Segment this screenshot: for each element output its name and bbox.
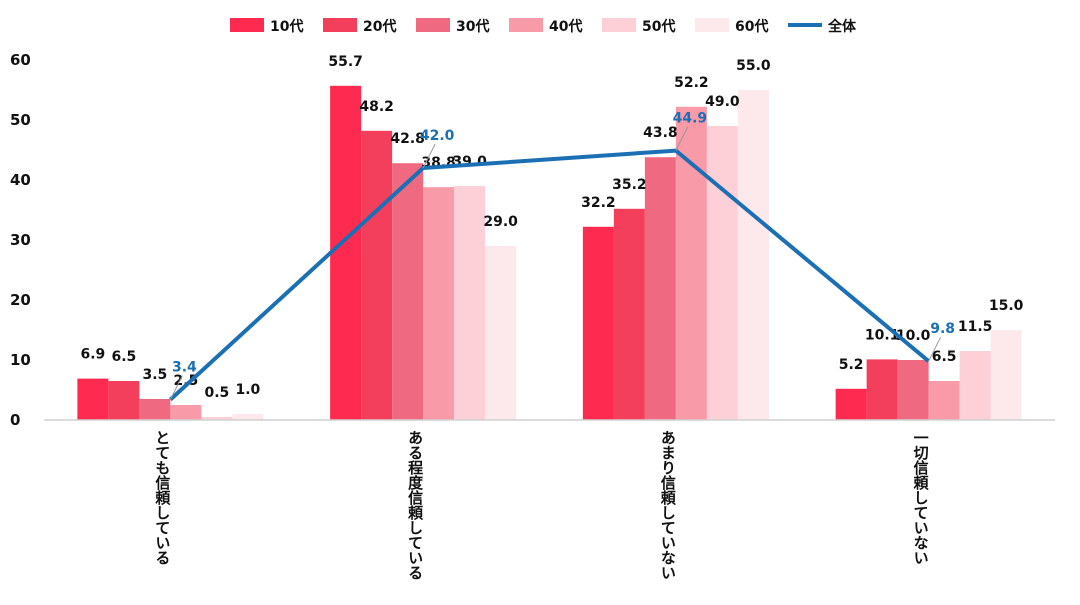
bar xyxy=(485,246,517,420)
bar-value-label: 1.0 xyxy=(235,382,260,398)
bar xyxy=(835,388,867,420)
overall-line-group: 3.4 42.0 44.9 9.8 xyxy=(169,111,955,402)
y-tick-label: 50 xyxy=(10,111,31,129)
bar-value-label: 48.2 xyxy=(359,99,394,115)
overall-label-leader xyxy=(675,126,689,151)
legend-swatch xyxy=(416,18,450,32)
bar xyxy=(423,187,455,420)
bar xyxy=(139,399,171,420)
bar xyxy=(232,414,264,420)
legend-label: 20代 xyxy=(363,18,396,35)
bar xyxy=(330,85,362,421)
legend-swatch xyxy=(323,18,357,32)
bar-labels: 6.9 6.53.5 2.50.5 1.055.748.242.838.839.029… xyxy=(80,54,1023,401)
legend-swatch xyxy=(230,18,264,32)
overall-label-leader xyxy=(928,336,942,362)
bar xyxy=(613,208,645,420)
overall-value-label: 3.4 xyxy=(172,360,197,376)
bar-value-label: 52.2 xyxy=(674,75,709,91)
bars xyxy=(77,85,1022,421)
bar xyxy=(866,359,898,420)
bar-value-label: 6.5 xyxy=(111,349,136,365)
bar-value-label: 6.9 xyxy=(80,347,105,363)
legend-label: 50代 xyxy=(642,18,675,35)
bar xyxy=(170,405,202,420)
bar-value-label: 42.8 xyxy=(390,131,425,147)
category-label: とても信頼している xyxy=(153,430,171,565)
bar xyxy=(582,226,614,420)
bar-value-label: 55.0 xyxy=(736,58,771,74)
y-tick-label: 20 xyxy=(10,291,31,309)
bar-value-label: 15.0 xyxy=(989,298,1024,314)
category-label: ある程度信頼している xyxy=(406,430,424,580)
legend-label: 60代 xyxy=(735,18,768,35)
bar-value-label: 55.7 xyxy=(328,54,363,70)
bar-value-label: 29.0 xyxy=(483,214,518,230)
legend-swatch xyxy=(509,18,543,32)
bar-value-label: 3.5 xyxy=(142,367,167,383)
bar xyxy=(644,157,676,420)
y-axis: 0 10 20 30 40 50 60 xyxy=(10,51,31,429)
x-axis: とても信頼している ある程度信頼している あまり信頼していない 一切信頼していない xyxy=(44,419,1055,580)
bar xyxy=(897,360,929,420)
bar-value-label: 10.1 xyxy=(865,327,900,343)
overall-line xyxy=(169,148,930,402)
bar xyxy=(361,130,393,421)
y-tick-label: 30 xyxy=(10,231,31,249)
bar-value-label: 6.5 xyxy=(932,349,957,365)
category-label: 一切信頼していない xyxy=(912,430,930,565)
overall-value-label: 9.8 xyxy=(930,321,955,337)
bar xyxy=(928,381,960,420)
legend-swatch xyxy=(695,18,729,32)
bar xyxy=(706,126,738,420)
bar xyxy=(201,417,233,420)
category-label: あまり信頼していない xyxy=(659,430,677,580)
bar-value-label: 2.5 xyxy=(173,373,198,389)
bar xyxy=(959,351,991,420)
overall-label-leader xyxy=(169,375,183,400)
bar-value-label: 49.0 xyxy=(705,94,740,110)
overall-value-label: 44.9 xyxy=(673,111,708,127)
bar xyxy=(108,381,140,420)
bar xyxy=(675,106,707,421)
bar xyxy=(454,186,486,420)
legend-label: 40代 xyxy=(549,18,582,35)
y-tick-label: 10 xyxy=(10,351,31,369)
overall-label-leader xyxy=(422,143,436,169)
y-tick-label: 0 xyxy=(10,411,20,429)
legend: 10代 20代 30代 40代 50代 60代 全体 xyxy=(230,18,857,35)
overall-value-label: 42.0 xyxy=(420,128,455,144)
bar xyxy=(737,90,769,420)
bar-value-label: 5.2 xyxy=(839,357,864,373)
legend-label: 10代 xyxy=(270,18,303,35)
bar-value-label: 35.2 xyxy=(612,177,647,193)
bar-value-label: 11.5 xyxy=(958,319,993,335)
bar xyxy=(392,163,424,420)
bar xyxy=(77,378,109,420)
legend-label: 30代 xyxy=(456,18,489,35)
y-tick-label: 40 xyxy=(10,171,31,189)
bar-value-label: 0.5 xyxy=(204,385,229,401)
legend-swatch xyxy=(602,18,636,32)
bar-value-label: 32.2 xyxy=(581,195,616,211)
bar xyxy=(990,330,1022,420)
bar-value-label: 43.8 xyxy=(643,125,678,141)
legend-label: 全体 xyxy=(827,18,857,35)
y-tick-label: 60 xyxy=(10,51,31,69)
